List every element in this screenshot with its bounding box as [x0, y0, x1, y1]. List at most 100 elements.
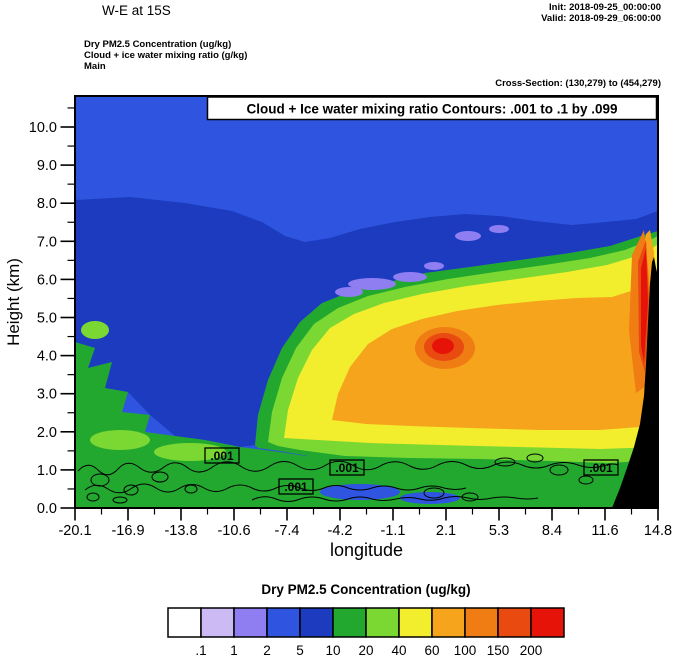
cloud-contour-lines [77, 453, 619, 504]
x-tick-label: 14.8 [644, 523, 672, 539]
x-tick-label: -1.1 [381, 523, 406, 539]
contour-label-text: .001 [284, 480, 308, 494]
colorbar-cell [497, 607, 532, 638]
colorbar-tick-label: 200 [520, 643, 543, 658]
colorbar-tick-label: 2 [263, 643, 271, 658]
x-tick-label: 8.4 [542, 523, 562, 539]
colorbar-tick-label: 20 [358, 643, 373, 658]
cloud-contour-loop [526, 453, 544, 463]
banner [206, 96, 658, 121]
colorbar-cell [200, 607, 235, 638]
colorbar-cell [365, 607, 400, 638]
cloud-contour-loop [461, 492, 479, 502]
colorbar-cell [167, 607, 202, 638]
y-tick-label: 4.0 [37, 349, 57, 365]
colorbar-tick-label: 150 [487, 643, 510, 658]
filled-spike-red [641, 248, 648, 362]
colorbar: .1 1 2 5 10 20 40 60 100 150 200 [167, 607, 565, 658]
filled-region-amber [332, 230, 656, 430]
contour-label-box [329, 459, 365, 476]
colorbar-tick-label: 1 [230, 643, 238, 658]
contour-label-box [278, 478, 314, 495]
filled-blob-periwinkle [393, 272, 427, 282]
cross-section-label: Cross-Section: (130,279) to (454,279) [495, 78, 661, 89]
y-tick-label: 3.0 [37, 387, 57, 403]
filled-blob-periwinkle [489, 225, 509, 233]
x-tick-label: -7.4 [275, 523, 300, 539]
colorbar-cell [299, 607, 334, 638]
colorbar-title: Dry PM2.5 Concentration (ug/kg) [261, 582, 470, 597]
colorbar-cell [464, 607, 499, 638]
colorbar-tick-label: 100 [454, 643, 477, 658]
contour-label-box [204, 447, 240, 464]
colorbar-cell [332, 607, 367, 638]
y-tick-label: 1.0 [37, 463, 57, 479]
x-tick-label: -10.6 [217, 523, 250, 539]
y-axis: 0.0 1.0 2.0 3.0 4.0 5.0 6.0 7.0 8.0 9.0 10.0 [29, 107, 75, 517]
filled-blob-periwinkle [348, 278, 396, 290]
filled-blob-blue-low [320, 484, 400, 500]
colorbar-cell [431, 607, 466, 638]
filled-blob-periwinkle [424, 262, 444, 270]
filled-blob-light-green [90, 430, 150, 450]
colorbar-tick-label: .1 [195, 643, 206, 658]
terrain [612, 257, 658, 508]
x-axis: -20.1 -16.9 -13.8 -10.6 -7.4 -4.2 -1.1 2.1 5.3 8.… [58, 508, 672, 539]
cloud-contour-loop [578, 475, 594, 485]
filled-region-dark-blue [75, 197, 658, 447]
x-tick-label: 2.1 [436, 523, 456, 539]
y-tick-label: 2.0 [37, 425, 57, 441]
y-tick-label: 0.0 [37, 501, 57, 517]
colorbar-tick-label: 10 [325, 643, 340, 658]
init-time: Init: 2018-09-25_00:00:00 [549, 2, 661, 13]
x-tick-label: 5.3 [489, 523, 509, 539]
colorbar-cell [530, 607, 565, 638]
y-tick-label: 10.0 [29, 120, 57, 136]
cloud-contour-line [77, 460, 619, 476]
cloud-contour-loop [549, 464, 569, 476]
cloud-contour-loop [184, 484, 198, 494]
contour-value-labels: .001 .001 .001 .001 [204, 447, 619, 495]
colorbar-cell [266, 607, 301, 638]
filled-blob-periwinkle [455, 231, 481, 241]
colorbar-tick-label: 40 [391, 643, 406, 658]
x-tick-label: -16.9 [111, 523, 144, 539]
cloud-contour-loop [423, 487, 445, 499]
y-axis-label: Height (km) [4, 258, 23, 346]
y-tick-label: 6.0 [37, 272, 57, 288]
x-tick-label: -13.8 [164, 523, 197, 539]
y-tick-label: 8.0 [37, 196, 57, 212]
cloud-contour-loop [123, 484, 139, 496]
cloud-contour-line [251, 496, 539, 502]
colorbar-tick-label: 5 [296, 643, 304, 658]
cloud-contour-line [84, 483, 467, 494]
plot-area [75, 96, 658, 508]
filled-blob-periwinkle [335, 287, 363, 297]
banner-text: Cloud + Ice water mixing ratio Contours:… [247, 102, 618, 117]
field-label-domain: Main [84, 61, 106, 72]
colorbar-tick-label: 60 [424, 643, 439, 658]
cloud-contour-loop [494, 457, 516, 467]
x-axis-label: longitude [330, 540, 403, 560]
cloud-contour-loop [151, 471, 169, 483]
y-tick-label: 5.0 [37, 311, 57, 327]
contour-label-text: .001 [589, 461, 613, 475]
valid-time: Valid: 2018-09-29_06:00:00 [541, 13, 661, 24]
field-label-cloudice: Cloud + ice water mixing ratio (g/kg) [84, 50, 247, 61]
colorbar-cell [233, 607, 268, 638]
contour-label-text: .001 [210, 449, 234, 463]
cloud-contour-loop [112, 496, 128, 504]
filled-blob-light-green [81, 321, 109, 339]
filled-region-green-west [75, 342, 312, 508]
x-tick-label: 11.6 [591, 523, 618, 539]
cloud-contour-loop [86, 492, 100, 502]
y-tick-label: 9.0 [37, 158, 57, 174]
cloud-contour-loop [90, 473, 110, 487]
contour-label-text: .001 [335, 461, 359, 475]
x-tick-label: -20.1 [58, 523, 91, 539]
x-tick-label: -4.2 [328, 523, 353, 539]
colorbar-cell [398, 607, 433, 638]
plot-title: W-E at 15S [102, 3, 171, 18]
